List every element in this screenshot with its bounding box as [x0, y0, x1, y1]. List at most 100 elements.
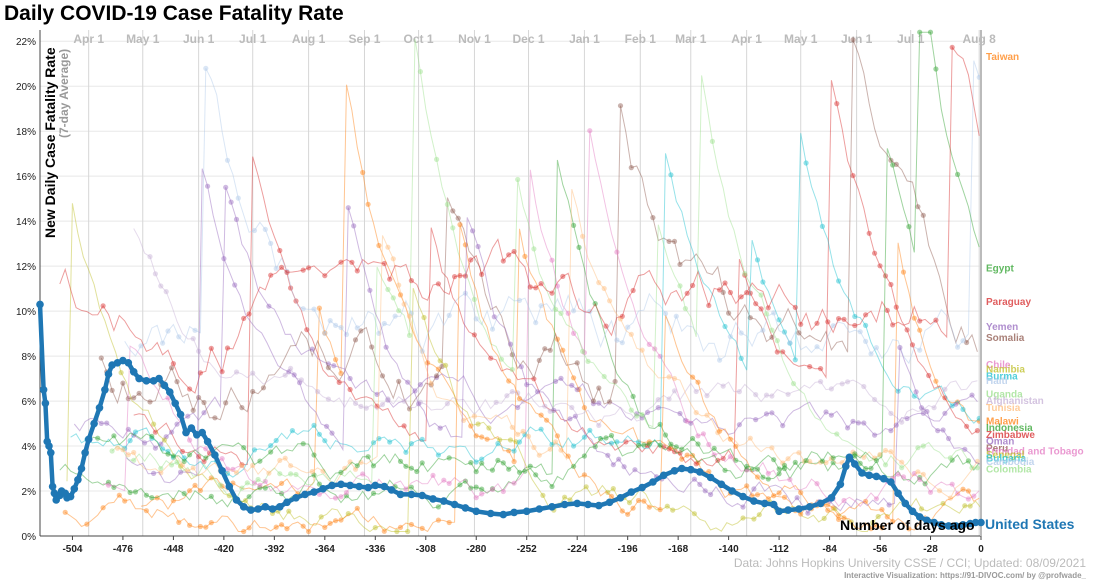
- us-series-point[interactable]: [595, 501, 603, 510]
- us-series-point[interactable]: [775, 507, 783, 516]
- us-series-point[interactable]: [276, 503, 284, 511]
- us-series-point[interactable]: [346, 481, 354, 490]
- us-series-point[interactable]: [795, 505, 803, 513]
- country-label[interactable]: Oman: [986, 437, 1014, 448]
- us-series-point[interactable]: [851, 460, 859, 468]
- us-series-point[interactable]: [836, 480, 845, 489]
- country-label[interactable]: Taiwan: [986, 52, 1019, 63]
- us-series-point[interactable]: [584, 500, 592, 509]
- us-series-point[interactable]: [845, 453, 854, 462]
- us-series-point[interactable]: [865, 471, 873, 480]
- us-series-point[interactable]: [418, 491, 427, 500]
- us-series-point[interactable]: [842, 462, 850, 471]
- us-series-point[interactable]: [535, 505, 544, 513]
- us-series-point[interactable]: [706, 473, 715, 482]
- us-series-point[interactable]: [887, 478, 895, 486]
- us-series-point[interactable]: [872, 472, 881, 481]
- us-series-point[interactable]: [728, 487, 736, 495]
- us-series-point[interactable]: [84, 435, 93, 444]
- us-series-point[interactable]: [915, 513, 924, 521]
- us-series-point[interactable]: [77, 464, 86, 473]
- us-series-label[interactable]: United States: [985, 516, 1075, 532]
- us-series-point[interactable]: [371, 481, 380, 490]
- us-series-point[interactable]: [952, 522, 960, 530]
- us-series-point[interactable]: [104, 370, 113, 378]
- country-label[interactable]: Yemen: [986, 322, 1018, 333]
- us-series-point[interactable]: [750, 497, 758, 505]
- us-series-point[interactable]: [182, 428, 190, 437]
- us-series-point[interactable]: [573, 499, 581, 508]
- country-label[interactable]: Malawi: [986, 416, 1019, 427]
- us-series-point[interactable]: [225, 482, 234, 491]
- us-series-point[interactable]: [41, 399, 50, 408]
- us-series-point[interactable]: [548, 503, 556, 511]
- us-series-point[interactable]: [908, 507, 917, 516]
- us-series-point[interactable]: [977, 518, 985, 527]
- us-series-point[interactable]: [203, 437, 212, 446]
- us-series-point[interactable]: [627, 488, 636, 496]
- us-series-point[interactable]: [971, 518, 980, 527]
- us-series-point[interactable]: [923, 516, 931, 525]
- us-series-point[interactable]: [48, 482, 57, 491]
- us-series-point[interactable]: [461, 504, 470, 512]
- us-series-point[interactable]: [472, 507, 481, 516]
- country-label[interactable]: Cambodia: [986, 457, 1035, 468]
- us-series-point[interactable]: [407, 490, 416, 499]
- us-series-point[interactable]: [95, 404, 104, 412]
- country-label[interactable]: Somalia: [986, 333, 1025, 344]
- country-label[interactable]: Trinidad and Tobago: [986, 447, 1084, 458]
- us-series-point[interactable]: [166, 388, 174, 396]
- us-series-point[interactable]: [74, 476, 82, 484]
- us-series-point[interactable]: [659, 471, 668, 480]
- us-series-point[interactable]: [283, 498, 291, 507]
- country-label[interactable]: Bulgaria: [986, 453, 1026, 464]
- us-series-point[interactable]: [198, 428, 206, 437]
- country-label[interactable]: Senegal: [986, 450, 1025, 461]
- us-series-point[interactable]: [930, 518, 938, 527]
- us-series-point[interactable]: [827, 494, 836, 502]
- us-series-point[interactable]: [232, 496, 241, 504]
- country-label[interactable]: Afghanistan: [986, 396, 1044, 407]
- us-series-point[interactable]: [90, 419, 98, 428]
- us-series-point[interactable]: [638, 483, 646, 492]
- us-series-point[interactable]: [66, 492, 75, 501]
- country-label[interactable]: Zimbabwe: [986, 430, 1035, 441]
- us-series-point[interactable]: [135, 374, 143, 383]
- us-series-point[interactable]: [959, 521, 967, 529]
- us-series-point[interactable]: [499, 510, 508, 519]
- us-series-point[interactable]: [81, 449, 89, 457]
- us-series-point[interactable]: [396, 490, 405, 499]
- us-series-point[interactable]: [171, 399, 179, 408]
- us-series-point[interactable]: [805, 503, 814, 511]
- country-label[interactable]: Haiti: [986, 376, 1008, 387]
- us-series-point[interactable]: [155, 374, 163, 383]
- us-series-point[interactable]: [337, 480, 345, 489]
- us-series-point[interactable]: [310, 488, 318, 496]
- us-series-point[interactable]: [784, 506, 792, 514]
- us-series-point[interactable]: [450, 500, 459, 509]
- us-series-point[interactable]: [292, 494, 300, 502]
- us-series-point[interactable]: [239, 503, 248, 511]
- us-series-point[interactable]: [328, 481, 336, 490]
- us-series-point[interactable]: [176, 410, 185, 419]
- us-series-point[interactable]: [47, 449, 55, 457]
- country-label[interactable]: Peru: [986, 443, 1008, 454]
- us-series-point[interactable]: [605, 498, 614, 507]
- us-series-point[interactable]: [319, 485, 327, 493]
- us-series-point[interactable]: [901, 499, 910, 508]
- us-series-point[interactable]: [696, 468, 704, 476]
- us-series-point[interactable]: [670, 467, 679, 475]
- country-label[interactable]: Burma: [986, 371, 1018, 382]
- us-series-point[interactable]: [560, 500, 569, 509]
- us-series-point[interactable]: [301, 490, 309, 499]
- us-series-point[interactable]: [879, 474, 888, 483]
- us-series-point[interactable]: [937, 521, 946, 529]
- us-series-point[interactable]: [247, 506, 255, 514]
- us-series-point[interactable]: [687, 465, 695, 474]
- us-series-point[interactable]: [429, 495, 437, 503]
- us-series-point[interactable]: [364, 483, 372, 492]
- us-series-point[interactable]: [218, 467, 226, 475]
- us-series-point[interactable]: [187, 424, 196, 432]
- us-series-point[interactable]: [387, 486, 396, 494]
- us-series-point[interactable]: [894, 489, 902, 498]
